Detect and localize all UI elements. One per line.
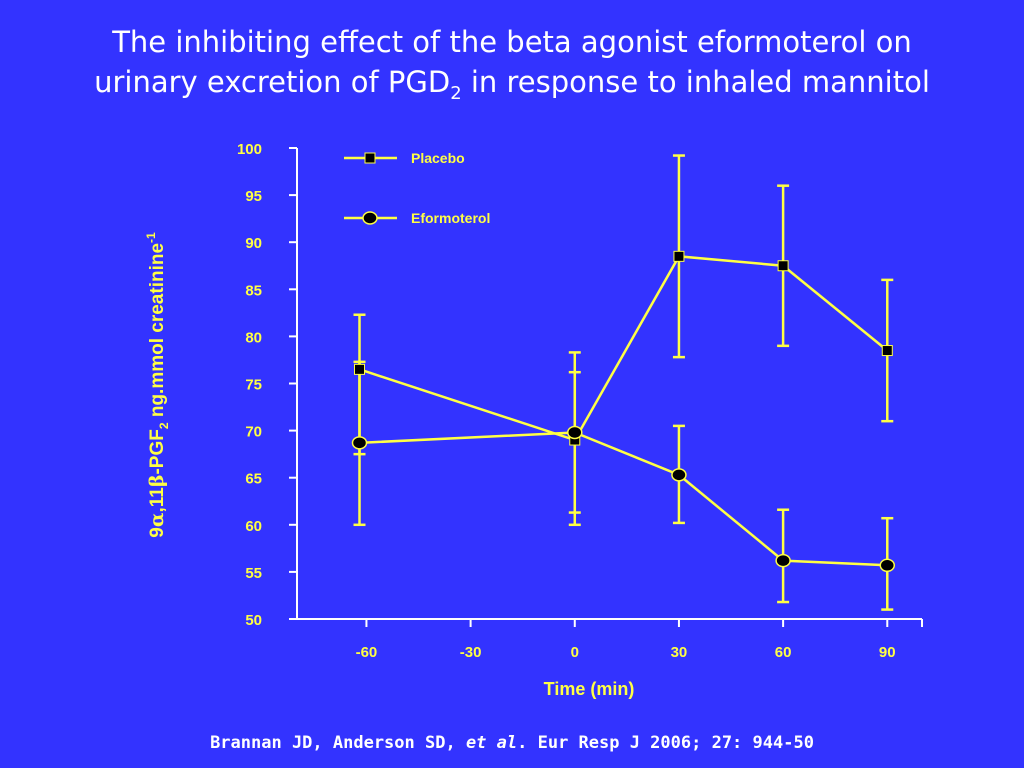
x-tick-label: 0 [571, 644, 579, 661]
eformoterol-marker [671, 468, 687, 482]
placebo-marker [354, 363, 365, 375]
citation-et-al: et al [465, 733, 518, 753]
y-tick-label: 50 [245, 612, 262, 629]
series-lines [359, 255, 889, 567]
placebo-marker [777, 260, 789, 272]
legend: Placebo Eformoterol [344, 150, 490, 226]
y-tick-label: 75 [245, 377, 262, 394]
x-tick-label: 90 [879, 644, 896, 661]
y-label-alpha: α [146, 512, 168, 527]
y-tick-label: 85 [245, 282, 262, 299]
series-line-placebo [359, 255, 889, 442]
axes [296, 148, 923, 627]
slide-title: The inhibiting effect of the beta agonis… [0, 22, 1024, 114]
placebo-marker [673, 250, 685, 262]
x-tick-label: 60 [775, 644, 792, 661]
y-tick-label: 90 [245, 235, 262, 252]
placebo-marker [881, 345, 893, 357]
legend-marker-circle [362, 211, 378, 225]
y-label-part-5: -PGF [147, 429, 168, 474]
citation: Brannan JD, Anderson SD, et al. Eur Resp… [0, 733, 1024, 753]
eformoterol-marker [351, 436, 368, 450]
y-tick-label: 65 [245, 471, 262, 488]
y-label-part-3: ,11 [147, 487, 168, 513]
citation-authors: Brannan JD, Anderson SD, [210, 733, 466, 753]
eformoterol-marker [567, 425, 583, 440]
title-line-2: urinary excretion of PGD2 in response to… [0, 62, 1024, 114]
x-tick-label: -60 [356, 644, 378, 661]
y-label-beta: β [146, 475, 168, 488]
y-ticks: 50 55 60 65 70 75 80 85 90 95 100 [237, 141, 297, 629]
x-axis-label: Time (min) [544, 679, 635, 699]
title-line-1: The inhibiting effect of the beta agonis… [112, 25, 912, 59]
series-line-eformoterol [359, 431, 888, 567]
x-tick-label: 30 [671, 644, 688, 661]
citation-journal: . Eur Resp J 2006; 27: 944-50 [517, 733, 814, 753]
eformoterol-marker [879, 558, 896, 573]
x-ticks: -60 -30 0 30 60 90 [356, 619, 896, 661]
legend-label: Placebo [411, 150, 465, 166]
y-tick-label: 55 [245, 565, 262, 582]
y-tick-label: 60 [245, 518, 262, 535]
markers [351, 250, 896, 573]
y-axis-label: 9α,11β-PGF2 ng.mmol creatinine-1 [144, 232, 171, 538]
eformoterol-marker [775, 553, 791, 568]
x-tick-label: -30 [460, 644, 482, 661]
title-line-2-post: in response to inhaled mannitol [461, 65, 930, 99]
y-label-part-7: ng.mmol creatinine [147, 243, 168, 422]
title-line-2-subscript: 2 [450, 82, 462, 104]
legend-label: Eformoterol [411, 210, 490, 226]
y-tick-label: 95 [245, 188, 262, 205]
y-label-superscript: -1 [144, 232, 158, 243]
y-tick-label: 100 [237, 141, 262, 158]
y-tick-label: 80 [245, 329, 262, 346]
y-tick-label: 70 [245, 424, 262, 441]
y-label-subscript: 2 [157, 422, 171, 429]
legend-marker-square [364, 152, 376, 164]
y-label-part-1: 9 [147, 527, 168, 538]
title-line-2-pre: urinary excretion of PGD [94, 65, 451, 99]
